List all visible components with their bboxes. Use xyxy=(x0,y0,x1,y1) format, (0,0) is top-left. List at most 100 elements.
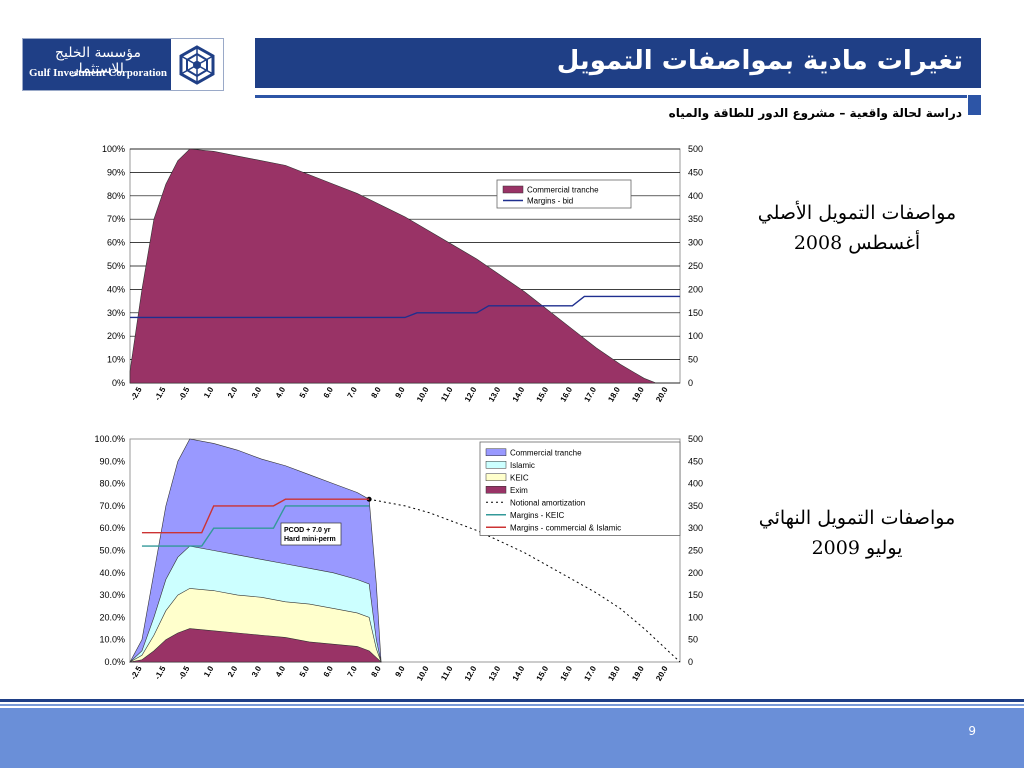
y-tick-right: 500 xyxy=(688,144,703,154)
x-tick-label: 15.0 xyxy=(535,664,551,682)
y-tick-right: 200 xyxy=(688,568,703,578)
x-tick-label: 1.0 xyxy=(202,664,216,679)
y-tick-right: 200 xyxy=(688,284,703,294)
x-tick-label: 3.0 xyxy=(250,664,264,679)
x-tick-label: 4.0 xyxy=(274,664,288,679)
x-tick-label: 17.0 xyxy=(582,385,598,403)
y-tick-left: 30% xyxy=(107,308,125,318)
x-tick-label: 8.0 xyxy=(369,664,383,679)
x-tick-label: 5.0 xyxy=(298,664,312,679)
original-financing-label: مواصفات التمويل الأصلي أغسطس 2008 xyxy=(722,198,992,258)
y-tick-right: 300 xyxy=(688,238,703,248)
legend-label: Exim xyxy=(510,486,528,495)
y-tick-left: 100% xyxy=(102,144,125,154)
x-tick-label: 17.0 xyxy=(582,664,598,682)
y-tick-right: 0 xyxy=(688,378,693,388)
x-tick-label: 16.0 xyxy=(559,664,575,682)
x-tick-label: 9.0 xyxy=(393,664,407,679)
legend-swatch xyxy=(502,185,524,194)
x-tick-label: 14.0 xyxy=(511,385,527,403)
x-tick-label: 1.0 xyxy=(202,385,216,400)
x-tick-label: 8.0 xyxy=(369,385,383,400)
legend-swatch xyxy=(485,461,507,469)
y-tick-left: 90% xyxy=(107,167,125,177)
annotation-box xyxy=(280,522,342,546)
page-number: 9 xyxy=(968,724,976,738)
chart-legend: Commercial tranche Margins - bid xyxy=(496,179,632,209)
x-tick-label: 19.0 xyxy=(630,385,646,403)
x-tick-label: 15.0 xyxy=(535,385,551,403)
final-financing-title: مواصفات التمويل النهائي xyxy=(758,507,956,529)
title-bar: تغيرات مادية بمواصفات التمويل xyxy=(255,38,981,88)
y-tick-left: 50.0% xyxy=(99,546,125,556)
y-tick-left: 60% xyxy=(107,238,125,248)
legend-box xyxy=(479,441,681,536)
y-tick-left: 50% xyxy=(107,261,125,271)
final-financing-label: مواصفات التمويل النهائي يوليو 2009 xyxy=(722,503,992,563)
x-tick-label: 11.0 xyxy=(439,664,455,682)
y-tick-left: 30.0% xyxy=(99,590,125,600)
y-tick-left: 10% xyxy=(107,355,125,365)
original-financing-date: أغسطس 2008 xyxy=(793,232,921,254)
y-tick-left: 40.0% xyxy=(99,568,125,578)
legend-label: Margins - KEIC xyxy=(510,511,564,520)
logo-english-name: Gulf Investment Corporation xyxy=(28,67,168,79)
x-tick-label: -1.5 xyxy=(153,385,168,402)
x-tick-label: -1.5 xyxy=(153,664,168,681)
x-tick-label: 16.0 xyxy=(559,385,575,403)
x-tick-label: 20.0 xyxy=(654,385,670,403)
chart-legend: Commercial tranche Islamic KEIC Exim Notiona… xyxy=(479,441,681,536)
legend-swatch xyxy=(485,448,507,456)
legend-label: Notional amortization xyxy=(510,498,585,507)
x-tick-label: -2.5 xyxy=(129,664,144,681)
y-tick-right: 0 xyxy=(688,657,693,667)
legend-label: KEIC xyxy=(510,473,529,482)
series-margins-bid xyxy=(130,295,680,319)
y-tick-right: 400 xyxy=(688,479,703,489)
legend-label: Margins - bid xyxy=(527,197,573,206)
chart-annotation: PCOD + 7.0 yr Hard mini-perm xyxy=(280,522,342,546)
y-tick-right: 250 xyxy=(688,546,703,556)
x-tick-label: 6.0 xyxy=(322,664,336,679)
x-tick-label: -0.5 xyxy=(177,664,192,681)
y-tick-left: 40% xyxy=(107,284,125,294)
legend-label: Commercial tranche xyxy=(527,186,599,195)
legend-swatch xyxy=(485,486,507,494)
series-margins-keic xyxy=(141,505,370,547)
legend-label: Commercial tranche xyxy=(510,448,582,457)
y-tick-left: 100.0% xyxy=(94,434,125,444)
logo-text-panel: مؤسسة الخليج للاستثمار Gulf Investment C… xyxy=(23,39,171,90)
series-commercial-tranche xyxy=(129,148,657,384)
y-tick-right: 450 xyxy=(688,456,703,466)
x-tick-label: 10.0 xyxy=(415,385,431,403)
x-tick-label: 14.0 xyxy=(511,664,527,682)
x-tick-label: 12.0 xyxy=(463,385,479,403)
annotation-line-2: Hard mini-perm xyxy=(284,536,336,543)
logo-emblem-icon xyxy=(179,45,215,85)
x-tick-label: 18.0 xyxy=(606,385,622,403)
y-tick-right: 150 xyxy=(688,590,703,600)
series-exim xyxy=(129,628,382,663)
y-tick-right: 100 xyxy=(688,612,703,622)
legend-swatch xyxy=(485,473,507,481)
y-tick-right: 400 xyxy=(688,191,703,201)
y-tick-left: 0.0% xyxy=(104,657,125,667)
footer-divider xyxy=(0,699,1024,702)
x-tick-label: -0.5 xyxy=(177,385,192,402)
page-title: تغيرات مادية بمواصفات التمويل xyxy=(556,46,963,76)
y-tick-left: 60.0% xyxy=(99,523,125,533)
y-tick-left: 80.0% xyxy=(99,479,125,489)
x-tick-label: 2.0 xyxy=(226,664,240,679)
y-tick-left: 70% xyxy=(107,214,125,224)
y-tick-left: 0% xyxy=(112,378,125,388)
x-tick-label: -2.5 xyxy=(129,385,144,402)
footer-bar: 9 xyxy=(0,708,1024,768)
x-tick-label: 4.0 xyxy=(274,385,288,400)
x-tick-label: 13.0 xyxy=(487,385,503,403)
y-tick-left: 20% xyxy=(107,331,125,341)
y-tick-left: 70.0% xyxy=(99,501,125,511)
x-tick-label: 10.0 xyxy=(415,664,431,682)
x-tick-label: 9.0 xyxy=(393,385,407,400)
annotation-line-1: PCOD + 7.0 yr xyxy=(284,527,331,534)
y-tick-right: 50 xyxy=(688,635,698,645)
